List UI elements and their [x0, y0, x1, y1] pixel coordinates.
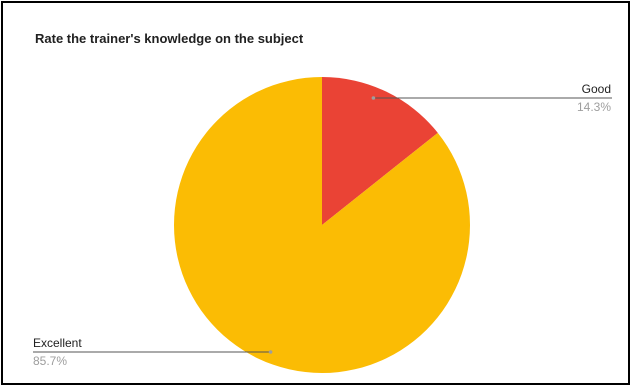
- pie-slice-good: [322, 77, 438, 225]
- slice-label-good: Good: [582, 82, 611, 96]
- pie-slice-excellent: [174, 77, 471, 373]
- slice-percent-excellent: 85.7%: [33, 354, 67, 368]
- slice-percent-good: 14.3%: [577, 100, 611, 114]
- chart-title: Rate the trainer's knowledge on the subj…: [35, 31, 304, 46]
- slice-label-excellent: Excellent: [33, 336, 82, 350]
- leader-dot-good: [371, 96, 376, 100]
- leader-dot-excellent: [268, 350, 273, 354]
